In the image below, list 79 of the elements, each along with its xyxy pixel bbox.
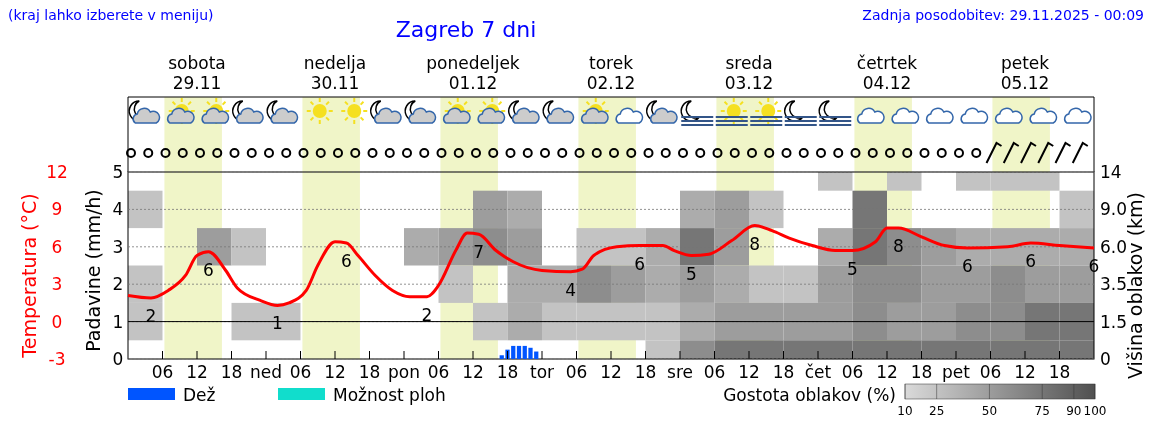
x-tick-label: 06 — [289, 362, 312, 382]
y-tick-label: 12 — [46, 162, 68, 182]
y-tick-label: 14 — [1100, 162, 1122, 182]
y-tick-label: 3 — [51, 274, 63, 295]
x-tick-label: 18 — [496, 362, 519, 382]
x-tick-label: 18 — [772, 362, 795, 382]
x-tick-label: tor — [529, 362, 555, 382]
x2-tick-label: četrtek 04.12 — [856, 53, 918, 93]
annotation: 4 — [565, 279, 577, 300]
color-bar-label: 10 — [897, 404, 913, 418]
y-tick-label: 9.0 — [1100, 199, 1128, 220]
color-bar-title: Gostota oblakov (%) — [723, 385, 896, 405]
annotation: 6 — [962, 256, 973, 277]
y2-tick-label: 0 — [112, 349, 124, 369]
color-bar-label: 25 — [929, 404, 945, 418]
legend-label: Možnost ploh — [333, 385, 446, 405]
x-tick-label: 18 — [634, 362, 657, 382]
annotation: 2 — [145, 305, 157, 326]
x-tick-label: sre — [667, 362, 693, 382]
x-tick-label: 06 — [427, 362, 450, 382]
y2-tick-label: 3 — [112, 236, 124, 257]
x-tick-label: 06 — [979, 362, 1002, 382]
annotation: 8 — [893, 236, 904, 257]
x-tick-label: 12 — [462, 362, 484, 382]
text: (kraj lahko izberete v meniju) — [8, 7, 214, 23]
color-bar-label: 100 — [1083, 404, 1107, 418]
y2-tick-label: 2 — [112, 274, 124, 295]
annotation: 6 — [1025, 251, 1037, 272]
y-tick-label: 6.0 — [1100, 236, 1128, 257]
x-tick-label: ned — [249, 362, 283, 382]
x2-tick-label: nedelja 30.11 — [303, 53, 367, 93]
x-tick-label: 12 — [600, 362, 622, 382]
annotation: 8 — [749, 233, 761, 254]
annotation: 5 — [686, 263, 697, 284]
x-tick-label: 18 — [220, 362, 243, 382]
legend-label: Dež — [183, 385, 216, 405]
y-tick-label: 9 — [51, 199, 63, 220]
x-tick-label: 18 — [1048, 362, 1071, 382]
y2-axis-title: Padavine (mm/h) — [82, 189, 104, 352]
color-bar-label: 90 — [1066, 404, 1082, 418]
x-tick-label: 12 — [1014, 362, 1036, 382]
annotation: 6 — [203, 259, 214, 280]
chart-title: Zagreb 7 dni — [395, 17, 537, 42]
annotation: 2 — [421, 304, 433, 325]
text: Zadnja posodobitev: 29.11.2025 - 00:09 — [862, 7, 1144, 23]
x-tick-label: pon — [388, 362, 420, 382]
color-bar-label: 50 — [981, 404, 998, 418]
y2-tick-label: 5 — [112, 162, 124, 182]
x-tick-label: 12 — [876, 362, 898, 382]
x2-tick-label: sobota 29.11 — [168, 53, 226, 93]
x-tick-label: 18 — [910, 362, 933, 382]
annotation: 5 — [847, 258, 858, 279]
x-tick-label: 12 — [324, 362, 346, 382]
y2-tick-label: 4 — [112, 199, 124, 220]
annotation: 6 — [634, 253, 646, 274]
y-tick-label: 6 — [51, 236, 63, 257]
y-axis-title: Temperatura (°C) — [18, 193, 40, 359]
x-tick-label: 12 — [738, 362, 760, 382]
x-tick-label: 06 — [841, 362, 864, 382]
x-tick-label: 12 — [186, 362, 208, 382]
x-tick-label: 06 — [703, 362, 726, 382]
y-tick-label: 1.5 — [1100, 311, 1128, 332]
x-tick-label: 18 — [358, 362, 381, 382]
x2-tick-label: torek 02.12 — [586, 53, 636, 93]
x-tick-label: čet — [804, 362, 832, 382]
color-bar-label: 75 — [1034, 404, 1050, 418]
x2-tick-label: ponedeljek 01.12 — [426, 53, 520, 93]
x2-tick-label: petek 05.12 — [1000, 53, 1050, 93]
y-tick-label: 0 — [1100, 349, 1111, 369]
x-tick-label: pet — [942, 362, 971, 382]
annotation: 7 — [473, 242, 485, 263]
y-tick-label: -3 — [48, 349, 66, 369]
x-tick-label: 06 — [565, 362, 588, 382]
x-tick-label: 06 — [151, 362, 174, 382]
y-tick-label: 0 — [51, 311, 63, 332]
annotation: 6 — [341, 251, 352, 272]
x2-tick-label: sreda 03.12 — [724, 53, 774, 93]
y2-tick-label: 1 — [112, 311, 124, 332]
y-tick-label: 3.5 — [1100, 274, 1128, 295]
